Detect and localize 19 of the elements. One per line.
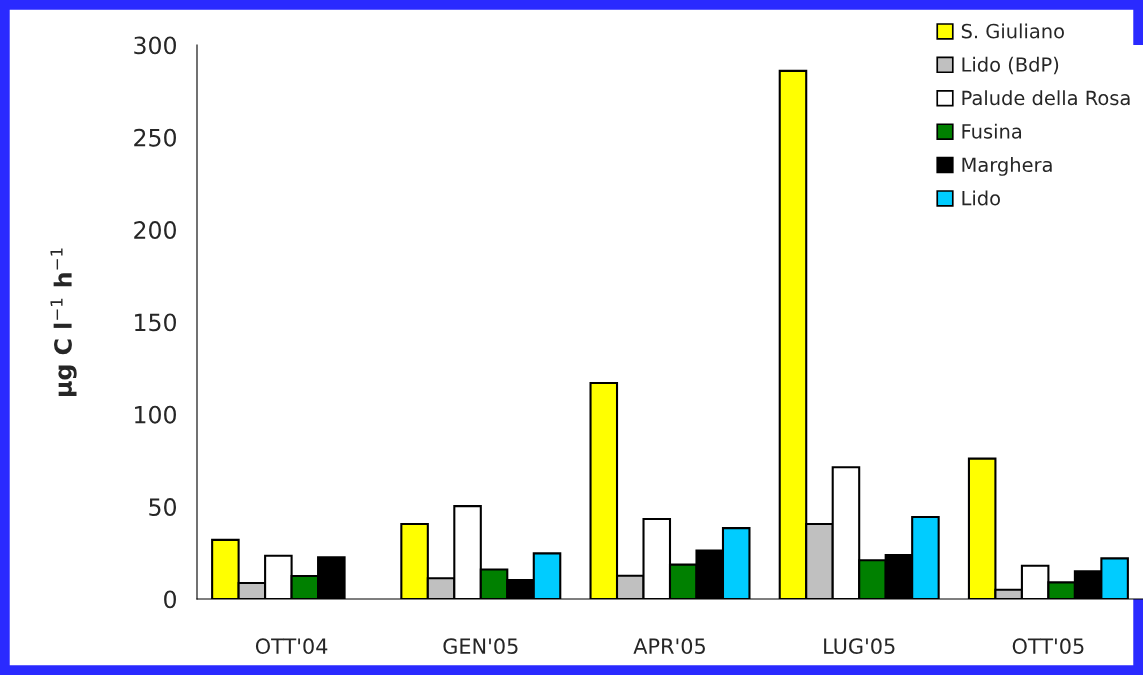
y-tick-label: 50 [149, 498, 176, 516]
legend-label: Fusina [962, 123, 1022, 139]
legend-label: Lido (BdP) [962, 56, 1059, 75]
legend-label: S. Giuliano [961, 23, 1064, 39]
legend-label: Marghera [962, 157, 1052, 176]
x-tick-label: GEN'05 [443, 638, 518, 655]
x-tick-label: OTT'04 [255, 638, 328, 655]
y-tick-label: 100 [135, 405, 176, 424]
legend-label: Lido [962, 190, 1000, 206]
y-tick-label: 200 [134, 221, 176, 239]
y-tick-label: 150 [135, 313, 176, 332]
x-tick-label: OTT'05 [1012, 638, 1084, 655]
y-axis-title: μg C l$^{−1}$ h$^{−1}$ [50, 248, 77, 396]
y-tick-label: 300 [134, 36, 176, 55]
y-tick-label: 250 [134, 128, 176, 147]
x-tick-label: LUG'05 [824, 638, 895, 655]
y-tick-label: 0 [164, 590, 176, 609]
legend-label: Palude della Rosa [962, 90, 1130, 106]
x-tick-label: APR'05 [633, 638, 705, 655]
